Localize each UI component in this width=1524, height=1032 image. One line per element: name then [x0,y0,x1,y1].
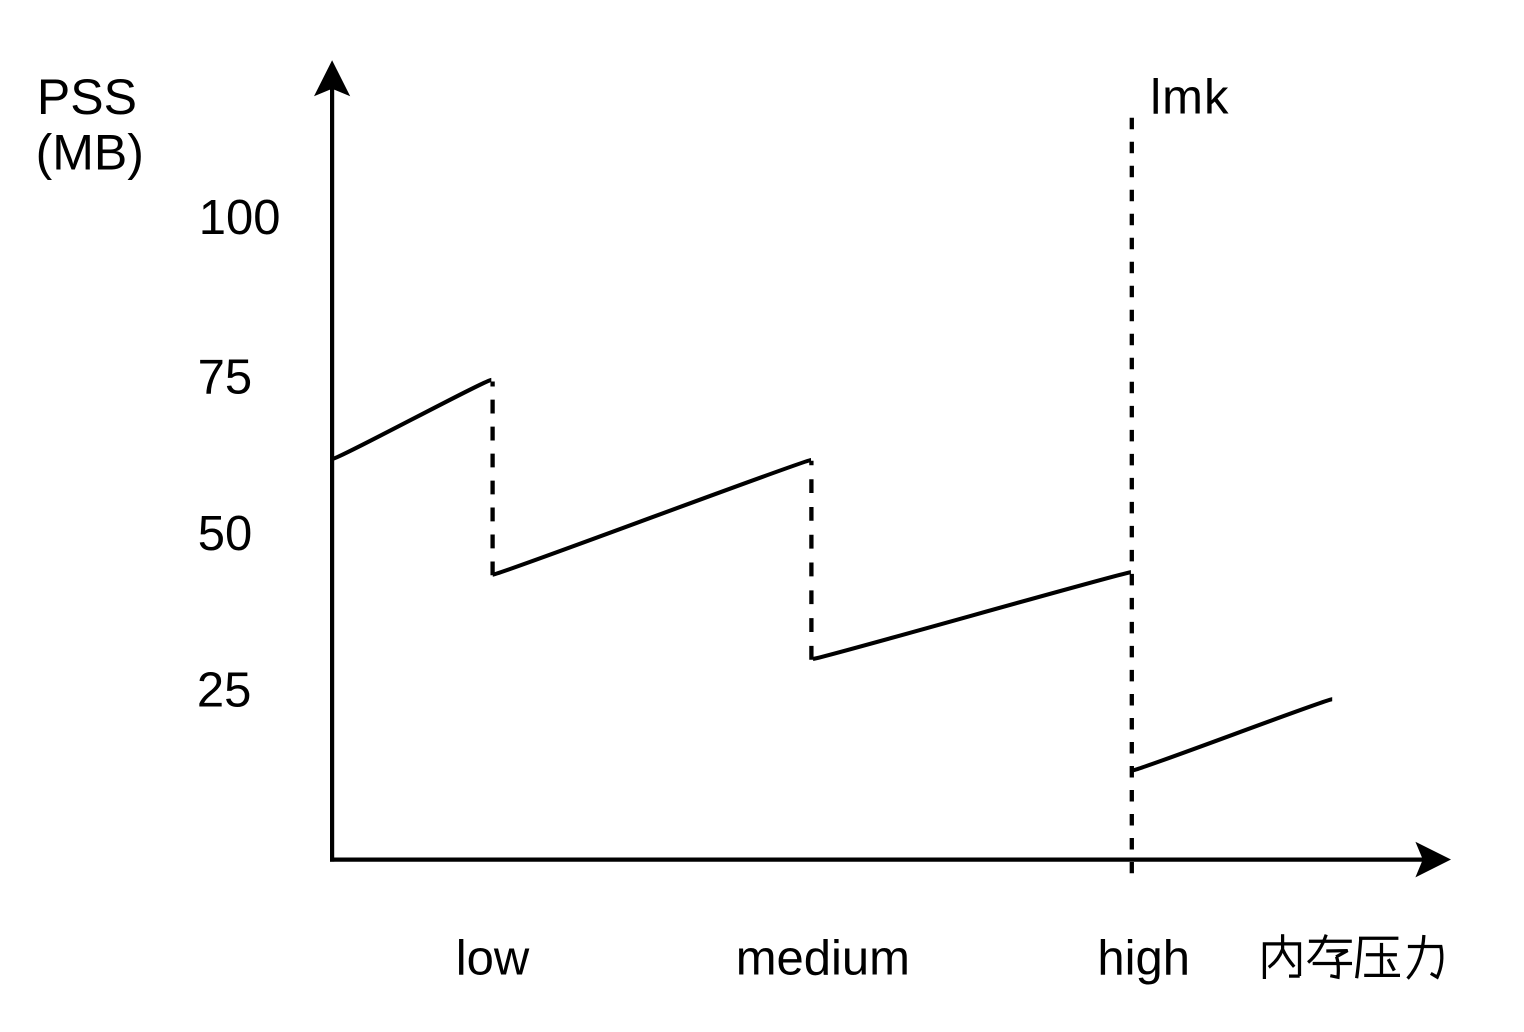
svg-text:high: high [1097,931,1190,985]
svg-text:(MB): (MB) [36,124,144,180]
svg-text:25: 25 [197,664,252,718]
svg-text:50: 50 [198,507,253,561]
svg-text:low: low [456,932,530,986]
svg-text:medium: medium [736,932,910,986]
svg-text:lmk: lmk [1150,71,1229,125]
svg-text:100: 100 [199,191,281,245]
svg-text:75: 75 [198,351,253,405]
svg-text:PSS: PSS [37,69,137,125]
